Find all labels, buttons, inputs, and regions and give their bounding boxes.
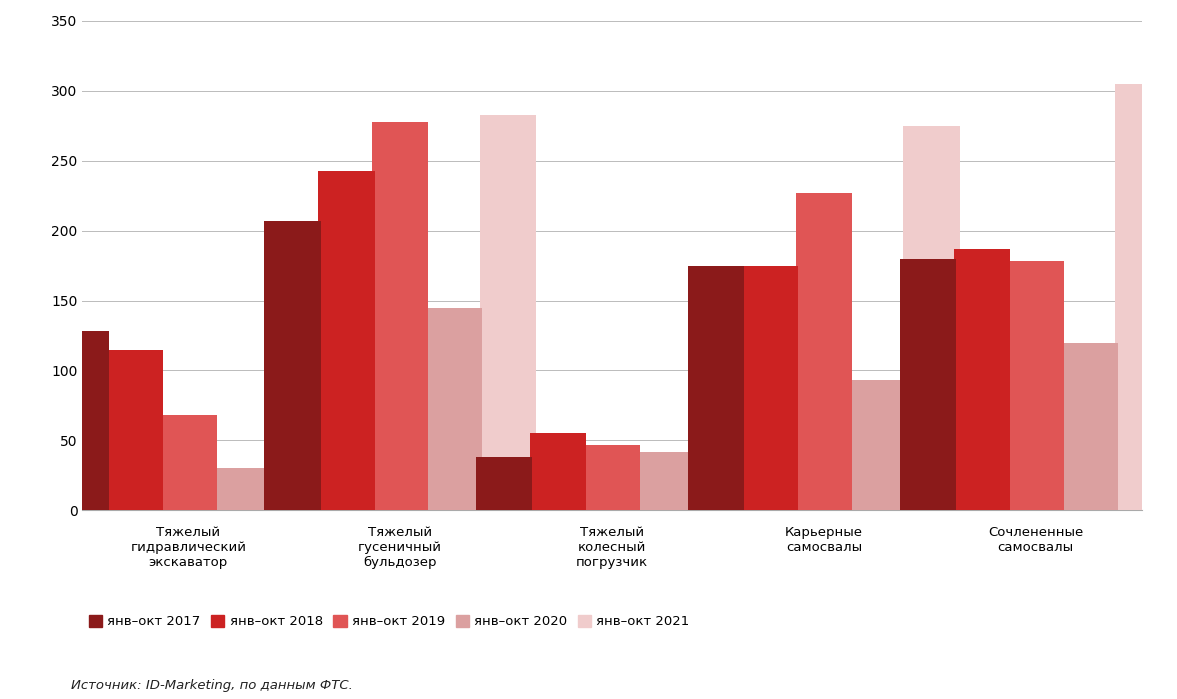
Text: Источник: ID-Marketing, по данным ФТС.: Источник: ID-Marketing, по данным ФТС. bbox=[71, 679, 352, 692]
Bar bbox=[476, 457, 532, 510]
Legend: янв–окт 2017, янв–окт 2018, янв–окт 2019, янв–окт 2020, янв–окт 2021: янв–окт 2017, янв–окт 2018, янв–окт 2019… bbox=[89, 614, 690, 628]
Bar bbox=[318, 171, 374, 510]
Bar bbox=[480, 115, 537, 510]
Bar bbox=[742, 266, 798, 510]
Bar bbox=[160, 415, 217, 510]
Bar bbox=[692, 426, 749, 510]
Bar bbox=[214, 468, 271, 510]
Bar bbox=[796, 193, 852, 510]
Bar bbox=[638, 452, 694, 510]
Bar bbox=[268, 361, 325, 510]
Bar bbox=[426, 308, 483, 510]
Bar bbox=[1008, 261, 1064, 510]
Bar bbox=[372, 122, 428, 510]
Bar bbox=[106, 350, 162, 510]
Bar bbox=[530, 433, 586, 510]
Bar bbox=[899, 259, 956, 510]
Bar bbox=[904, 126, 960, 510]
Bar bbox=[584, 445, 640, 510]
Bar bbox=[52, 331, 108, 510]
Bar bbox=[264, 221, 320, 510]
Bar bbox=[1062, 343, 1118, 510]
Bar bbox=[1116, 84, 1172, 510]
Bar bbox=[953, 249, 1010, 510]
Bar bbox=[687, 266, 744, 510]
Bar bbox=[850, 380, 906, 510]
